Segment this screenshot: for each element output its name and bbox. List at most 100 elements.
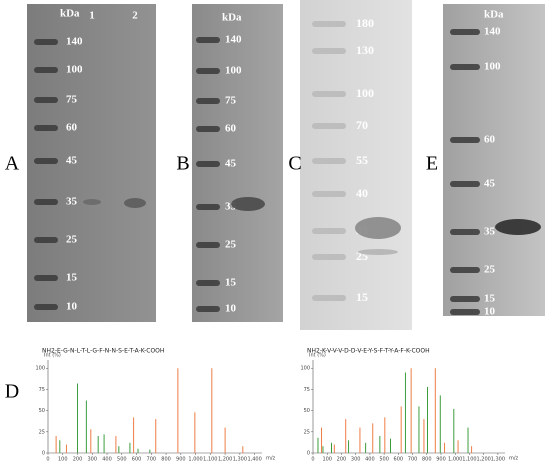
marker-label: 10 [484, 306, 496, 318]
marker-label: 15 [225, 277, 237, 289]
gel [300, 0, 412, 330]
marker-label: 100 [66, 64, 83, 76]
marker-band [312, 158, 346, 164]
marker-band [34, 158, 58, 164]
marker-label: 25 [66, 234, 78, 246]
marker-band [450, 137, 480, 143]
peptide: NH2-E-G-N-L-T-L-G-F-N-N-S-E-T-A-K-COOH [42, 348, 164, 355]
marker-label: 10 [225, 303, 237, 315]
marker-band [196, 98, 220, 104]
marker-label: 10 [66, 301, 78, 313]
x-tick-label: 200 [73, 457, 83, 463]
gel [443, 4, 545, 316]
marker-band [450, 29, 480, 35]
marker-band [450, 296, 480, 302]
marker-label: 180 [356, 16, 374, 30]
marker-band [450, 309, 480, 315]
panel-label: C [288, 153, 301, 175]
x-tick-label: 300 [351, 457, 361, 463]
marker-band [34, 275, 58, 281]
x-tick-label: 100 [58, 457, 68, 463]
x-tick-label: 200 [337, 457, 347, 463]
y-tick-label: 75 [304, 387, 310, 393]
marker-band [450, 229, 480, 235]
marker-label: 100 [225, 65, 242, 77]
marker-label: 60 [66, 122, 78, 134]
lane-label: 1 [89, 10, 95, 22]
x-tick-label: 400 [365, 457, 375, 463]
sample-band [495, 219, 541, 235]
panel-label: A [5, 153, 20, 175]
marker-label: 60 [484, 134, 496, 146]
marker-band [312, 91, 346, 97]
x-axis-label: m/z [509, 456, 519, 462]
marker-label: 75 [66, 94, 78, 106]
marker-label: 140 [484, 26, 501, 38]
x-tick-label: 0 [46, 457, 49, 463]
marker-label: 15 [484, 293, 496, 305]
x-tick-label: 400 [102, 457, 112, 463]
marker-band [34, 125, 58, 131]
x-tick-label: 1,300 [233, 457, 247, 463]
y-tick-label: 0 [42, 451, 45, 457]
x-tick-label: 600 [132, 457, 142, 463]
marker-band [34, 67, 58, 73]
marker-band [34, 237, 58, 243]
marker-band [196, 306, 220, 312]
x-tick-label: 1,100 [462, 457, 476, 463]
marker-band [450, 64, 480, 70]
y-tick-label: 75 [39, 387, 45, 393]
marker-label: 45 [66, 155, 78, 167]
marker-label: 25 [484, 264, 496, 276]
x-tick-label: 0 [311, 457, 314, 463]
panel-label: E [426, 153, 438, 175]
marker-label: 100 [484, 61, 501, 73]
unit-label: kDa [222, 12, 242, 24]
panel-label: B [176, 153, 189, 175]
marker-label: 15 [356, 290, 368, 304]
panel-label: D [5, 381, 19, 403]
marker-band [312, 228, 346, 234]
marker-band [34, 304, 58, 310]
x-tick-label: 1,000 [448, 457, 462, 463]
sample-band [231, 197, 265, 211]
sample-band [83, 199, 101, 205]
y-tick-label: 100 [35, 366, 45, 372]
marker-band [312, 21, 346, 27]
x-tick-label: 500 [379, 457, 389, 463]
x-tick-label: 900 [436, 457, 446, 463]
marker-label: 35 [66, 196, 78, 208]
marker-label: 40 [356, 186, 368, 200]
marker-band [34, 199, 58, 205]
y-tick-label: 25 [39, 429, 45, 435]
sample-band [355, 217, 401, 239]
unit-label: kDa [484, 9, 504, 21]
marker-band [312, 123, 346, 129]
unit-label: kDa [60, 8, 80, 20]
x-tick-label: 700 [147, 457, 157, 463]
marker-band [196, 68, 220, 74]
marker-band [450, 267, 480, 273]
marker-label: 35 [225, 201, 237, 213]
y-tick-label: 25 [304, 429, 310, 435]
x-tick-label: 1,300 [491, 457, 505, 463]
marker-band [196, 204, 220, 210]
x-tick-label: 800 [161, 457, 171, 463]
x-tick-label: 900 [176, 457, 186, 463]
marker-band [450, 181, 480, 187]
marker-band [196, 126, 220, 132]
marker-label: 100 [356, 86, 374, 100]
y-axis-label: Int (%) [44, 353, 61, 359]
marker-band [34, 97, 58, 103]
marker-label: 45 [484, 178, 496, 190]
marker-label: 140 [66, 36, 83, 48]
marker-label: 60 [225, 123, 237, 135]
x-tick-label: 700 [408, 457, 418, 463]
x-tick-label: 1,200 [218, 457, 232, 463]
marker-label: 55 [356, 153, 368, 167]
x-tick-label: 300 [88, 457, 98, 463]
marker-band [34, 39, 58, 45]
y-tick-label: 50 [304, 408, 310, 414]
lane-label: 2 [132, 10, 138, 22]
